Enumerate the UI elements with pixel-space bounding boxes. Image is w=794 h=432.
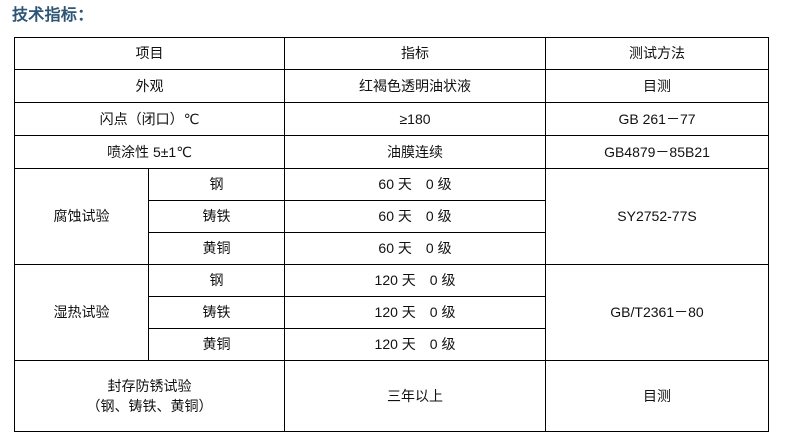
- cell-method-flash-point: GB 261－77: [545, 102, 769, 136]
- index-grade: 0 级: [425, 208, 452, 225]
- technical-spec-table: 项目 指标 测试方法 外观 红褐色透明油状液 目测 闪点（闭口）℃ ≥180 G…: [14, 37, 769, 432]
- cell-index-corrosion-brass: 60 天 0 级: [284, 232, 546, 265]
- index-grade: 0 级: [425, 176, 452, 193]
- cell-item-sprayability: 喷涂性 5±1℃: [14, 135, 285, 169]
- cell-item-storage-rustproof: 封存防锈试验 （钢、铸铁、黄铜）: [14, 360, 285, 432]
- cell-index-humidity-brass: 120 天 0 级: [284, 328, 546, 361]
- cell-sub-humidity-steel: 钢: [148, 264, 285, 297]
- cell-item-corrosion-test: 腐蚀试验: [14, 168, 149, 265]
- cell-sub-corrosion-steel: 钢: [148, 168, 285, 201]
- table-row: 闪点（闭口）℃ ≥180 GB 261－77: [14, 102, 769, 136]
- cell-item-flash-point: 闪点（闭口）℃: [14, 102, 285, 136]
- index-value: 60 天: [378, 208, 412, 225]
- cell-method-corrosion-test: SY2752-77S: [545, 168, 769, 265]
- cell-index-storage-rustproof: 三年以上: [284, 360, 546, 432]
- cell-method-humidity-test: GB/T2361－80: [545, 264, 769, 361]
- cell-index-corrosion-steel: 60 天 0 级: [284, 168, 546, 201]
- cell-method-sprayability: GB4879－85B21: [545, 135, 769, 169]
- cell-method-storage-rustproof: 目测: [545, 360, 769, 432]
- cell-sub-humidity-castiron: 铸铁: [148, 296, 285, 329]
- table-row: 喷涂性 5±1℃ 油膜连续 GB4879－85B21: [14, 135, 769, 169]
- index-grade: 0 级: [429, 272, 456, 289]
- cell-index-flash-point: ≥180: [284, 102, 546, 136]
- column-header-item: 项目: [14, 37, 285, 70]
- index-value: 120 天: [374, 304, 416, 321]
- cell-method-appearance: 目测: [545, 69, 769, 103]
- cell-sub-corrosion-brass: 黄铜: [148, 232, 285, 265]
- index-value: 120 天: [374, 272, 416, 289]
- index-value: 120 天: [374, 336, 416, 353]
- index-grade: 0 级: [429, 304, 456, 321]
- table-row: 黄铜 60 天 0 级: [15, 232, 769, 265]
- table-row: 腐蚀试验 钢 60 天 0 级 SY2752-77S: [14, 168, 769, 265]
- page-title: 技术指标：: [12, 7, 94, 24]
- index-grade: 0 级: [425, 240, 452, 257]
- cell-index-humidity-castiron: 120 天 0 级: [284, 296, 546, 329]
- item-line-2: （钢、铸铁、黄铜）: [86, 398, 213, 414]
- cell-sub-humidity-brass: 黄铜: [148, 328, 285, 361]
- table-row: 湿热试验 钢 120 天 0 级 GB/T2361－80: [14, 264, 769, 361]
- table-row: 铸铁 60 天 0 级: [15, 200, 769, 233]
- column-header-index: 指标: [284, 37, 546, 70]
- index-value: 60 天: [378, 240, 412, 257]
- cell-index-appearance: 红褐色透明油状液: [284, 69, 546, 103]
- cell-index-humidity-steel: 120 天 0 级: [284, 264, 546, 297]
- table-header-row: 项目 指标 测试方法: [14, 37, 769, 70]
- index-value: 60 天: [378, 176, 412, 193]
- cell-item-appearance: 外观: [14, 69, 285, 103]
- column-header-method: 测试方法: [545, 37, 769, 70]
- cell-item-humidity-test: 湿热试验: [14, 264, 149, 361]
- table-row: 外观 红褐色透明油状液 目测: [14, 69, 769, 103]
- table-row: 封存防锈试验 （钢、铸铁、黄铜） 三年以上 目测: [14, 360, 769, 432]
- cell-sub-corrosion-castiron: 铸铁: [148, 200, 285, 233]
- table-row: 黄铜 120 天 0 级: [15, 328, 769, 361]
- index-grade: 0 级: [429, 336, 456, 353]
- table-row: 铸铁 120 天 0 级: [15, 296, 769, 329]
- item-line-1: 封存防锈试验: [107, 377, 192, 394]
- cell-index-corrosion-castiron: 60 天 0 级: [284, 200, 546, 233]
- cell-index-sprayability: 油膜连续: [284, 135, 546, 169]
- spec-table-container: 项目 指标 测试方法 外观 红褐色透明油状液 目测 闪点（闭口）℃ ≥180 G…: [14, 37, 769, 432]
